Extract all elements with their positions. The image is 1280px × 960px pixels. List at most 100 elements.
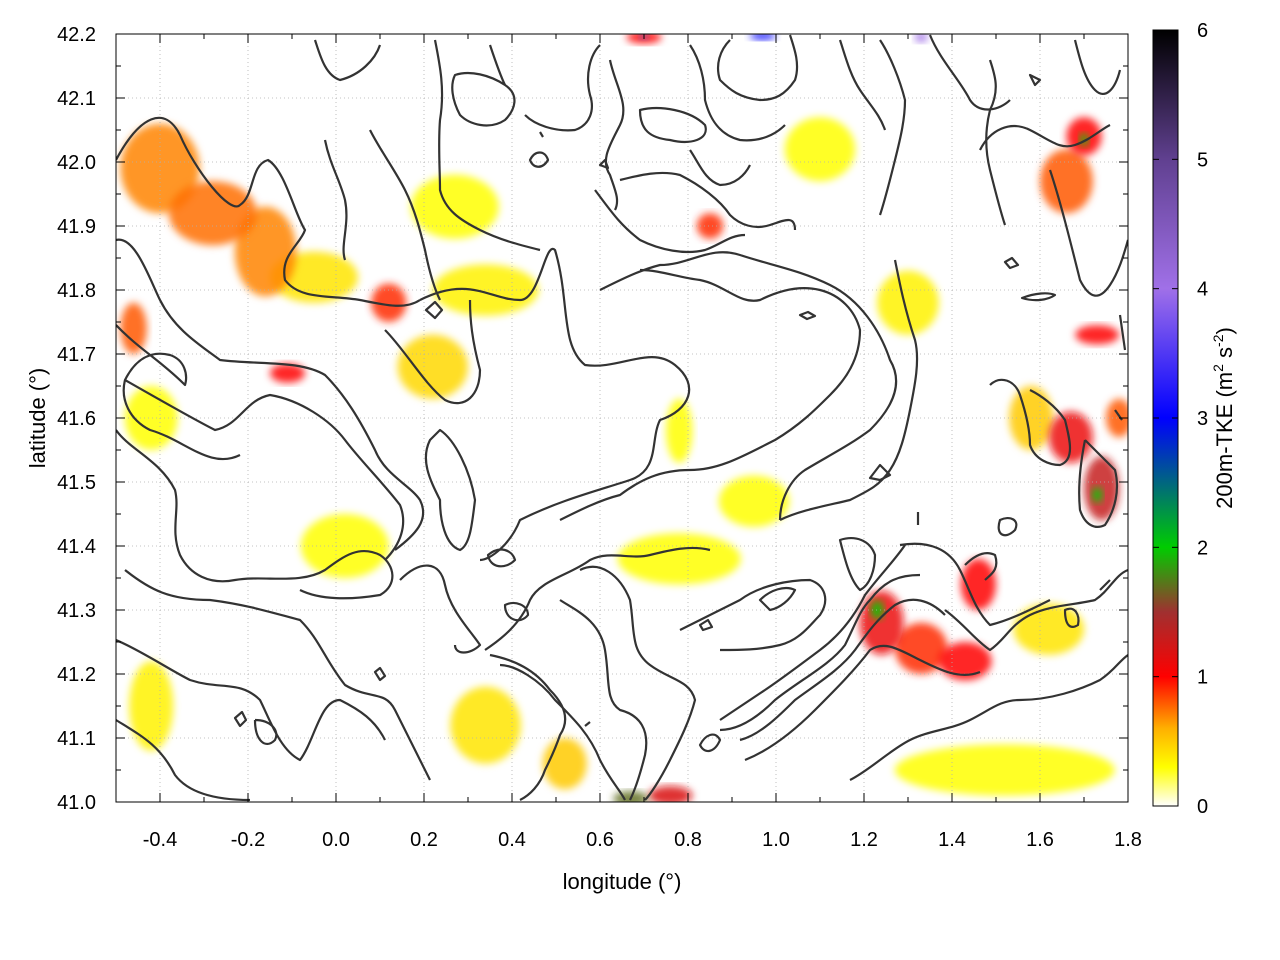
tke-patch (120, 123, 200, 214)
x-tick-label: 1.8 (1114, 829, 1142, 851)
contour-line (1099, 579, 1111, 591)
contour-line (779, 259, 919, 521)
contour-line (989, 378, 1072, 467)
x-axis-label: longitude (°) (563, 869, 682, 894)
grid-lines (116, 34, 1129, 802)
tke-patch (914, 34, 928, 43)
contour-line (1048, 169, 1128, 297)
contour-line (899, 542, 1051, 627)
tke-patch (397, 334, 468, 399)
x-tick-label: 1.6 (1026, 829, 1054, 851)
contour-line (1003, 256, 1020, 270)
contour-line (559, 599, 648, 801)
contour-line (878, 39, 907, 216)
contour-line (116, 429, 394, 600)
contour-line (579, 565, 697, 801)
contour-line (716, 34, 799, 102)
colorbar-ticks (1153, 29, 1178, 807)
contour-line (384, 299, 482, 405)
y-tick-label: 41.2 (57, 664, 96, 686)
y-tick-label: 41.9 (57, 216, 96, 238)
contour-line (679, 578, 827, 652)
contour-line (313, 39, 382, 82)
contour-line (619, 171, 797, 231)
x-tick-label: 1.2 (850, 829, 878, 851)
y-tick-label: 41.7 (57, 344, 96, 366)
tke-patch (877, 270, 939, 335)
contour-line (689, 44, 786, 142)
x-tick-label: 0.2 (410, 829, 438, 851)
tke-patch (450, 686, 521, 764)
contour-line (116, 324, 241, 461)
x-tick-label: 0.8 (674, 829, 702, 851)
contour-line (369, 129, 441, 301)
tke-patch (696, 213, 724, 239)
colorbar-tick-label: 3 (1197, 408, 1208, 430)
contour-line (524, 44, 601, 132)
x-tick-label: -0.2 (231, 829, 265, 851)
contour-line (559, 268, 862, 521)
contour-line (484, 546, 711, 651)
contour-line (979, 124, 1111, 151)
tke-patch (1075, 325, 1120, 345)
contour-line (798, 310, 817, 321)
contour-line (944, 568, 1128, 652)
contour-line (997, 516, 1018, 537)
tke-patch (784, 117, 856, 182)
contour-line (488, 44, 506, 86)
x-tick-label: -0.4 (143, 829, 177, 851)
contour-line (964, 551, 998, 581)
colorbar: 0 1 2 3 4 5 6 200m-TKE (m2 s-2) (1152, 20, 1237, 818)
tke-patch (960, 558, 997, 611)
contour-line (719, 573, 921, 732)
contour-line (399, 564, 482, 654)
tke-patch (168, 181, 257, 246)
contour-line (594, 189, 746, 254)
contour-line (451, 71, 516, 127)
contour-line (689, 149, 751, 187)
tke-patch (1013, 603, 1084, 655)
contour-line (124, 569, 431, 781)
contour-line (116, 116, 421, 307)
tke-patch (120, 302, 147, 354)
tke-patch (1106, 398, 1128, 438)
contour-line (419, 247, 691, 562)
terrain-contours (116, 34, 1128, 802)
contour-line (253, 718, 278, 745)
y-tick-label: 42.0 (57, 152, 96, 174)
tke-patch (1009, 386, 1054, 450)
contour-line (233, 710, 248, 728)
contour-line (433, 39, 541, 252)
tke-patch (129, 661, 174, 751)
x-tick-label: 0.6 (586, 829, 614, 851)
contour-line (499, 663, 626, 801)
y-tick-label: 41.8 (57, 280, 96, 302)
tke-patch (648, 786, 693, 802)
contour-line (744, 644, 981, 762)
contour-line (486, 548, 517, 568)
tke-patch (270, 363, 306, 383)
contour-line (424, 428, 477, 552)
colorbar-tick-label: 1 (1197, 667, 1208, 689)
tke-patch (894, 622, 948, 675)
contour-line (503, 601, 530, 622)
tke-patch (410, 174, 499, 239)
tke-patch (1091, 487, 1103, 503)
x-tick-labels: -0.4 -0.2 0.0 0.2 0.4 0.6 0.8 1.0 1.2 1.4 1.6 1.8 (143, 829, 1142, 851)
axes-ticks (115, 33, 1129, 803)
tke-patch (1040, 149, 1093, 214)
y-tick-label: 41.1 (57, 728, 96, 750)
contour-line (1073, 39, 1122, 95)
tke-patch (617, 533, 741, 585)
colorbar-tick-label: 2 (1197, 537, 1208, 559)
contour-line (584, 721, 591, 727)
tke-patch (870, 600, 884, 620)
tke-patch (1048, 411, 1093, 463)
tke-patch (749, 34, 776, 40)
tke-patch (894, 744, 1115, 796)
contour-line (758, 586, 797, 612)
contour-line (424, 300, 444, 320)
contour-line (638, 107, 707, 143)
colorbar-tick-label: 0 (1197, 796, 1208, 818)
tke-patch (542, 738, 587, 790)
